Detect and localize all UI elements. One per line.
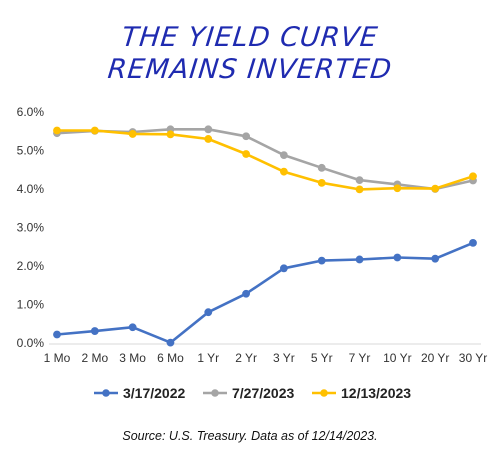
data-point bbox=[280, 151, 288, 160]
data-point bbox=[166, 130, 175, 139]
data-point bbox=[393, 184, 402, 193]
data-point bbox=[53, 330, 61, 339]
data-point bbox=[469, 239, 477, 247]
legend-marker bbox=[320, 389, 328, 397]
x-tick-label: 1 Mo bbox=[44, 351, 71, 365]
source-note: Source: U.S. Treasury. Data as of 12/14/… bbox=[122, 429, 378, 443]
x-tick-label: 2 Mo bbox=[81, 351, 108, 365]
x-tick-label: 10 Yr bbox=[383, 351, 411, 365]
y-tick-label: 3.0% bbox=[17, 221, 45, 235]
x-tick-label: 7 Yr bbox=[349, 351, 371, 365]
y-tick-label: 0.0% bbox=[17, 336, 45, 350]
data-point bbox=[393, 253, 402, 262]
data-point bbox=[90, 327, 99, 335]
data-point bbox=[204, 125, 213, 134]
data-point bbox=[355, 176, 364, 185]
data-point bbox=[280, 167, 288, 176]
legend-label: 3/17/2022 bbox=[123, 385, 185, 401]
y-tick-label: 4.0% bbox=[17, 182, 45, 196]
legend-marker bbox=[102, 389, 110, 397]
data-point bbox=[317, 163, 326, 172]
data-point bbox=[166, 338, 175, 347]
data-point bbox=[90, 126, 99, 135]
series-line-3 bbox=[55, 129, 475, 191]
data-point bbox=[128, 323, 137, 332]
x-tick-label: 1 Yr bbox=[197, 351, 219, 365]
x-tick-label: 30 Yr bbox=[459, 351, 487, 365]
x-tick-label: 3 Yr bbox=[273, 351, 295, 365]
data-point bbox=[431, 254, 440, 263]
data-point bbox=[128, 130, 137, 138]
legend-marker bbox=[211, 389, 219, 397]
series-line-2 bbox=[55, 128, 475, 191]
data-point bbox=[317, 256, 326, 265]
data-point bbox=[355, 255, 364, 264]
data-point bbox=[280, 264, 288, 273]
x-tick-label: 20 Yr bbox=[421, 351, 449, 365]
data-point bbox=[355, 185, 364, 194]
data-point bbox=[469, 172, 477, 181]
data-point bbox=[242, 150, 250, 158]
x-tick-label: 3 Mo bbox=[119, 351, 146, 365]
data-point bbox=[431, 184, 440, 193]
x-tick-label: 2 Yr bbox=[235, 351, 257, 365]
x-tick-label: 6 Mo bbox=[157, 351, 184, 365]
data-point bbox=[53, 126, 61, 135]
data-point bbox=[204, 135, 213, 143]
legend-label: 7/27/2023 bbox=[232, 385, 294, 401]
data-point bbox=[317, 178, 326, 187]
legend-label: 12/13/2023 bbox=[341, 385, 411, 401]
data-point bbox=[204, 308, 213, 317]
y-tick-label: 6.0% bbox=[17, 105, 45, 119]
y-tick-label: 5.0% bbox=[17, 144, 45, 158]
y-tick-label: 1.0% bbox=[17, 298, 45, 312]
series-line-1 bbox=[55, 241, 475, 344]
data-point bbox=[242, 289, 250, 298]
y-tick-label: 2.0% bbox=[17, 259, 45, 273]
x-tick-label: 5 Yr bbox=[311, 351, 333, 365]
data-point bbox=[242, 132, 250, 141]
